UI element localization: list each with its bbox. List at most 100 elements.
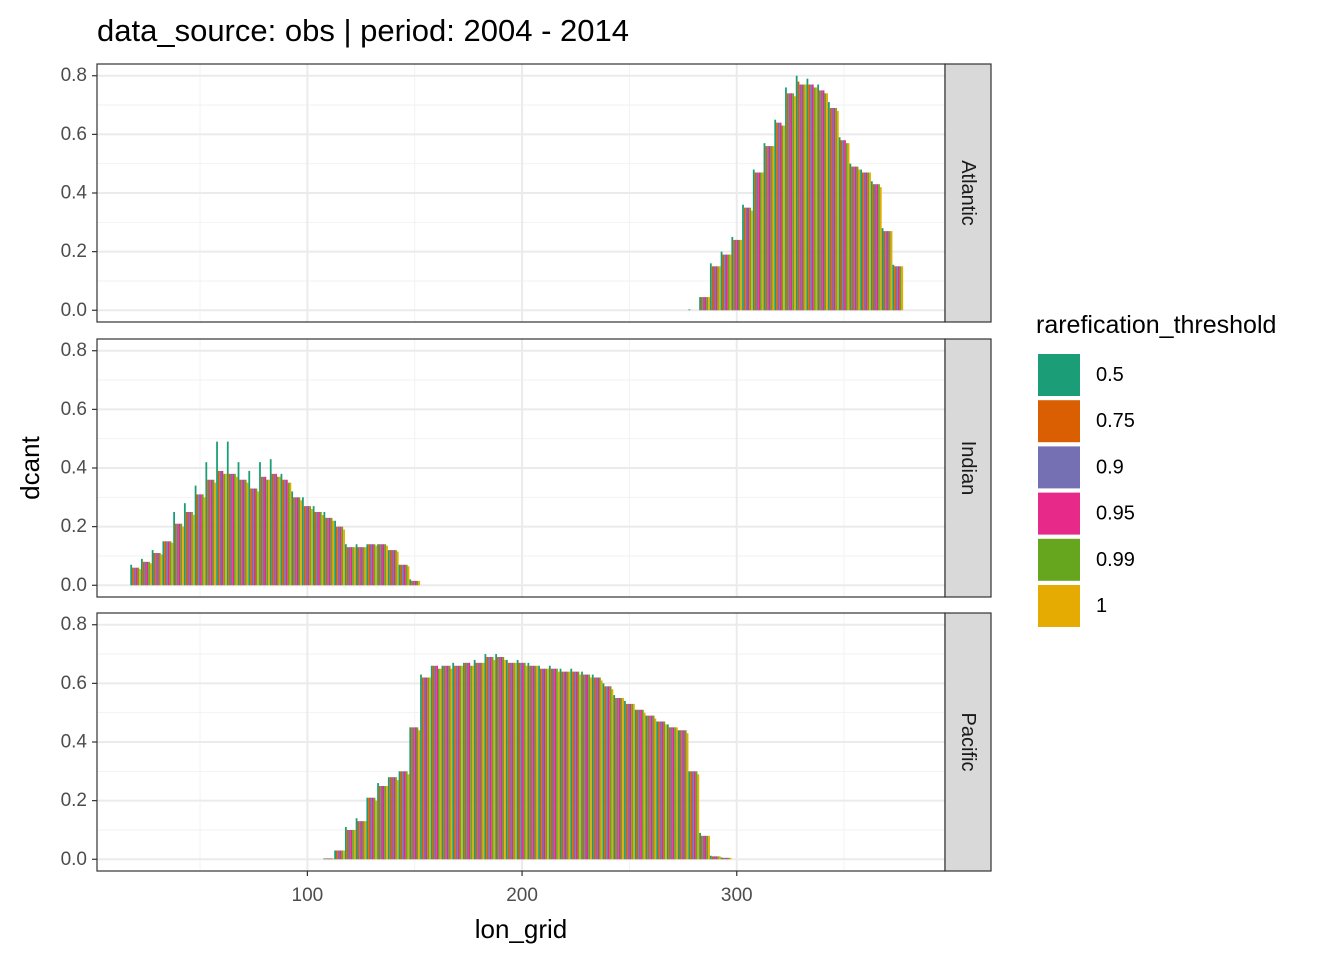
bar <box>491 656 494 860</box>
bar <box>649 715 651 860</box>
bar <box>225 473 227 586</box>
bar <box>631 703 633 860</box>
bar <box>726 857 728 860</box>
bar <box>357 547 360 586</box>
bar <box>522 662 524 860</box>
bar <box>892 264 895 311</box>
bar <box>457 665 460 860</box>
bar <box>309 506 311 586</box>
strip-background <box>944 63 992 323</box>
bar <box>362 821 365 860</box>
bar <box>251 488 254 586</box>
bar <box>207 479 209 586</box>
bar <box>840 140 843 311</box>
bar <box>180 523 183 586</box>
bar <box>534 665 537 860</box>
bar <box>724 254 727 311</box>
bar <box>382 544 385 586</box>
bar <box>370 544 372 586</box>
bar <box>350 829 353 860</box>
bar <box>366 797 369 860</box>
bar <box>348 547 351 586</box>
bar <box>232 473 235 586</box>
y-tick-label: 0.8 <box>61 614 87 635</box>
bar <box>343 529 345 586</box>
bar <box>471 665 474 860</box>
bar <box>817 84 820 311</box>
x-tick-label: 100 <box>292 885 324 906</box>
bar <box>497 656 499 860</box>
bar <box>404 564 406 586</box>
bar <box>550 668 553 860</box>
bar <box>715 856 718 860</box>
bar <box>643 712 646 860</box>
bar <box>135 567 138 586</box>
bar <box>881 228 884 311</box>
bar <box>618 698 621 860</box>
bar <box>666 724 669 860</box>
bar <box>217 470 220 586</box>
bar <box>142 561 145 586</box>
bar <box>430 665 433 860</box>
bar <box>654 718 657 860</box>
bar <box>826 93 828 311</box>
bar <box>395 777 397 860</box>
bar <box>525 665 528 860</box>
bar <box>380 544 383 586</box>
bar <box>686 733 689 860</box>
bar <box>597 677 599 860</box>
y-tick-label: 0.6 <box>61 399 87 420</box>
bar <box>527 662 530 860</box>
bar <box>294 497 297 586</box>
bar <box>205 462 208 586</box>
bar <box>395 550 397 586</box>
bar <box>391 777 394 860</box>
bar <box>310 509 313 586</box>
bar <box>811 84 814 311</box>
y-axis-title: dcant <box>15 435 45 499</box>
bar <box>734 239 737 311</box>
bar <box>495 654 498 860</box>
bar <box>411 580 413 586</box>
bar <box>418 580 421 586</box>
bar <box>854 166 857 311</box>
bar <box>208 479 211 586</box>
bar <box>860 169 862 311</box>
bar <box>386 545 388 586</box>
bar <box>842 140 845 311</box>
bar <box>353 547 356 586</box>
bar <box>166 541 168 586</box>
bar <box>280 473 283 586</box>
bar <box>516 659 519 860</box>
bar <box>314 511 317 586</box>
bar <box>790 93 793 311</box>
bar <box>187 511 190 586</box>
bar <box>175 523 177 586</box>
bar <box>620 698 623 860</box>
bar <box>332 858 335 860</box>
bar <box>389 777 392 860</box>
bar <box>323 858 326 860</box>
bar <box>414 727 417 860</box>
bar <box>758 172 761 311</box>
bar <box>613 695 616 860</box>
bar <box>355 818 358 860</box>
bar <box>665 724 667 860</box>
bar <box>824 93 827 311</box>
legend-swatch <box>1038 400 1080 443</box>
bar <box>695 771 698 860</box>
bar <box>708 835 710 860</box>
bar <box>636 709 639 860</box>
bar <box>393 550 396 586</box>
bar <box>396 780 399 860</box>
bar <box>799 84 802 311</box>
bar <box>398 771 401 860</box>
bar <box>214 482 217 586</box>
bar <box>661 721 664 860</box>
bar <box>752 169 755 311</box>
bar <box>437 668 440 860</box>
bar <box>600 680 603 860</box>
bar <box>591 674 594 860</box>
y-tick-label: 0.8 <box>61 65 87 86</box>
bar <box>278 476 281 586</box>
